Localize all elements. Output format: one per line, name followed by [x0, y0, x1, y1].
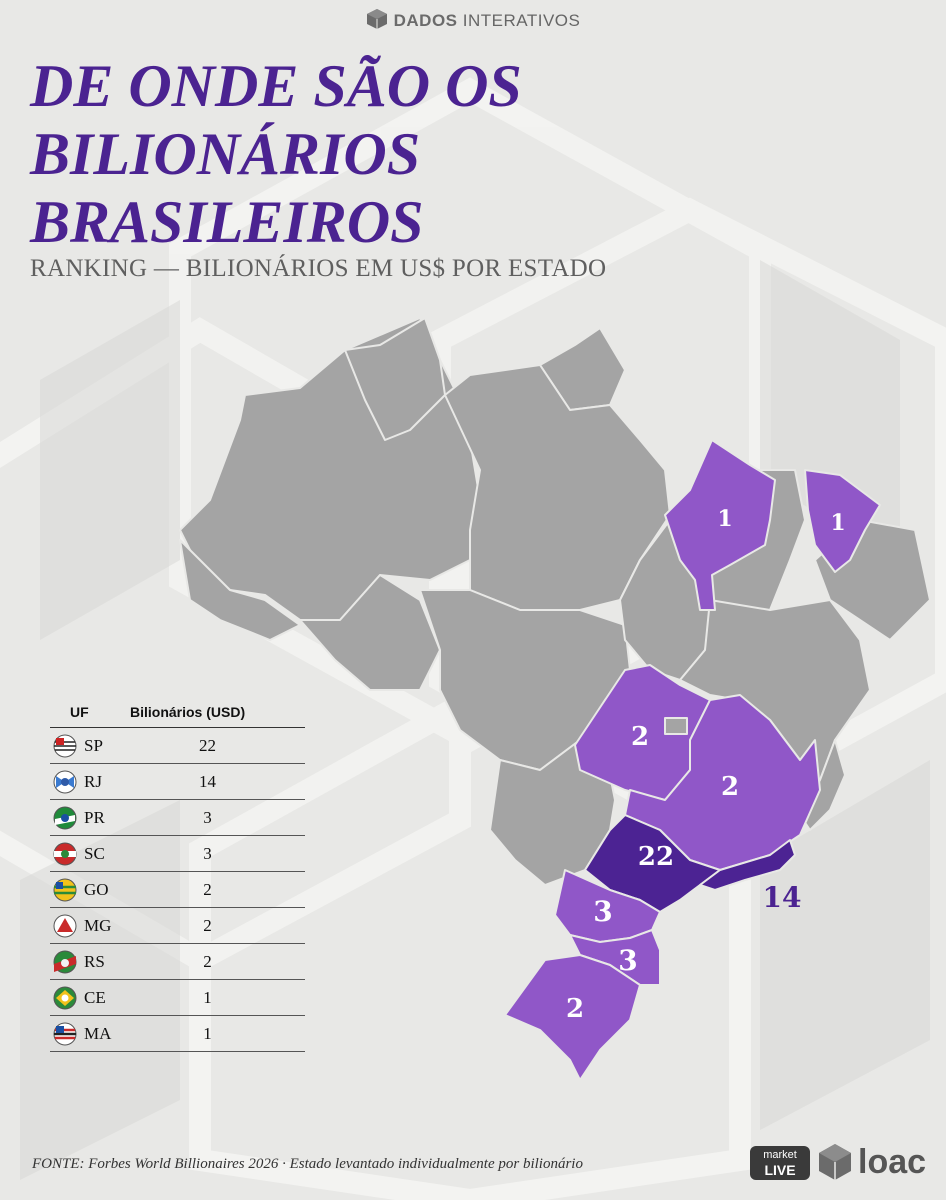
title-line-3: BRASILEIROS	[30, 189, 424, 255]
row-uf: GO	[84, 879, 109, 899]
state-ce	[804, 469, 881, 573]
loac-logo-text: loac	[858, 1142, 927, 1181]
ranking-table: UF Bilionários (USD) SP 22 RJ 14 PR 3 SC…	[50, 697, 305, 1052]
row-uf: CE	[84, 987, 106, 1007]
sc-flag-icon	[53, 842, 77, 865]
table-row: PR 3	[50, 800, 305, 836]
row-value: 2	[203, 915, 212, 935]
source-note: FONTE: Forbes World Billionaires 2026 · …	[32, 1156, 583, 1172]
table-row: CE 1	[50, 980, 305, 1016]
mg-flag-icon	[53, 914, 77, 937]
title-line-2: BILIONÁRIOS	[30, 121, 421, 187]
subtitle: RANKING — BILIONÁRIOS EM US$ POR ESTADO	[30, 255, 607, 282]
state-df	[664, 717, 688, 735]
map-label-sp: 22	[638, 842, 674, 872]
cube-icon	[366, 9, 387, 29]
row-uf: PR	[84, 807, 105, 827]
table-row: SP 22	[50, 728, 305, 764]
title-line-1: DE ONDE SÃO OS	[30, 53, 522, 119]
row-value: 1	[203, 987, 212, 1007]
map-label-sc: 3	[618, 944, 637, 977]
row-value: 1	[203, 1023, 212, 1043]
header-billionaires: Bilionários (USD)	[130, 704, 246, 720]
go-flag-icon	[53, 878, 77, 901]
map-label-ce: 1	[830, 510, 845, 536]
state-pa	[444, 364, 671, 611]
state-rs	[504, 954, 641, 1081]
pr-flag-icon	[53, 806, 77, 829]
rs-flag-icon	[53, 950, 77, 973]
map-label-ma: 1	[717, 506, 732, 532]
row-uf: RS	[84, 951, 105, 971]
row-value: 2	[203, 951, 212, 971]
market-live-logo: market LIVE	[750, 1146, 810, 1180]
page-title: DE ONDE SÃO OS BILIONÁRIOS BRASILEIROS	[30, 52, 730, 256]
sp-flag-icon	[53, 734, 77, 757]
row-value: 14	[199, 771, 216, 791]
brand-name-bold: DADOS	[393, 11, 458, 30]
table-header: UF Bilionários (USD)	[50, 697, 305, 728]
row-uf: RJ	[84, 771, 102, 791]
table-row: MG 2	[50, 908, 305, 944]
row-uf: SP	[84, 735, 103, 755]
state-rj	[699, 839, 796, 891]
brand-name-rest: INTERATIVOS	[462, 11, 581, 30]
ma-flag-icon	[53, 1022, 77, 1045]
row-value: 3	[203, 807, 212, 827]
brand-header: DADOS INTERATIVOS	[0, 8, 946, 31]
state-ma	[664, 439, 776, 611]
table-row: RJ 14	[50, 764, 305, 800]
map-label-rs: 2	[566, 994, 584, 1024]
loac-logo: loac	[818, 1140, 926, 1184]
row-value: 3	[203, 843, 212, 863]
state-ac	[179, 539, 301, 641]
row-uf: MA	[84, 1023, 112, 1043]
row-value: 22	[199, 735, 216, 755]
header-uf: UF	[70, 704, 89, 720]
map-label-go: 2	[631, 722, 649, 752]
table-row: GO 2	[50, 872, 305, 908]
market-logo-bottom: LIVE	[764, 1162, 796, 1178]
table-row: RS 2	[50, 944, 305, 980]
table-row: MA 1	[50, 1016, 305, 1052]
loac-cube-icon	[819, 1144, 851, 1180]
map-label-mg: 2	[721, 772, 739, 802]
row-value: 2	[203, 879, 212, 899]
market-logo-top: market	[763, 1149, 797, 1161]
map-label-rj: 14	[763, 881, 802, 914]
map-label-pr: 3	[593, 895, 612, 928]
table-row: SC 3	[50, 836, 305, 872]
rj-flag-icon	[53, 770, 77, 793]
row-uf: MG	[84, 915, 112, 935]
row-uf: SC	[84, 843, 105, 863]
ce-flag-icon	[53, 986, 77, 1009]
